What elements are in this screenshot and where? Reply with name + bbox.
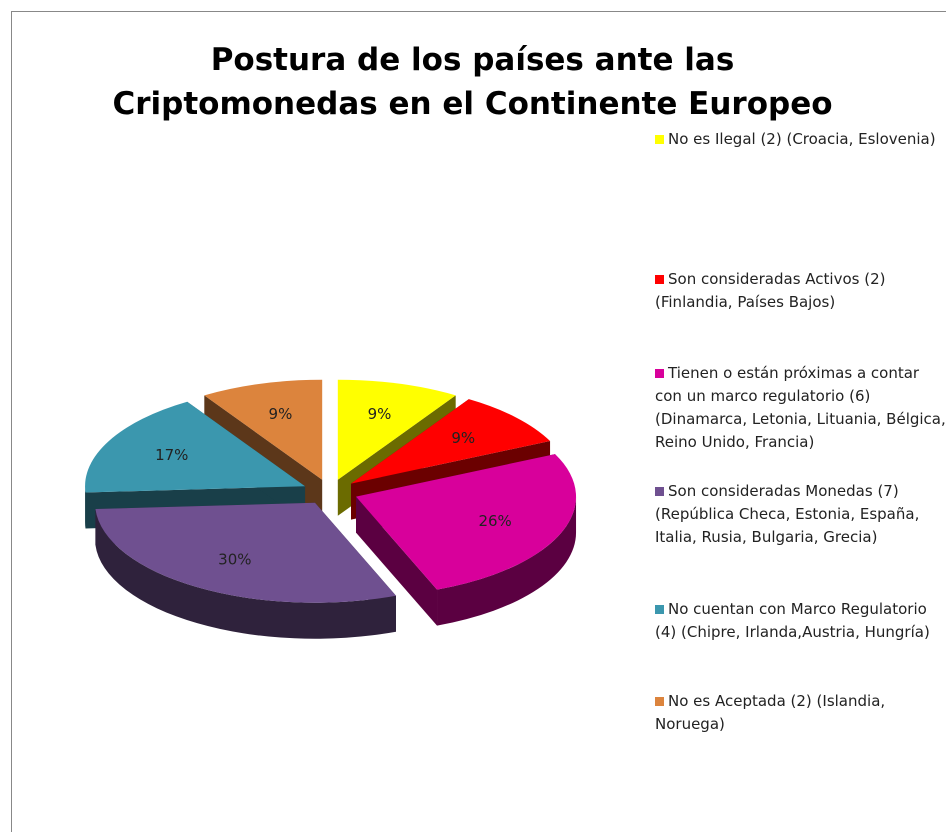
legend-item: No es Aceptada (2) (Islandia, Noruega) — [655, 690, 946, 736]
legend-swatch — [655, 605, 664, 614]
data-label: 17% — [155, 446, 188, 464]
legend-label: No es Ilegal (2) (Croacia, Eslovenia) — [668, 130, 936, 148]
legend-swatch — [655, 487, 664, 496]
legend-swatch — [655, 275, 664, 284]
legend-swatch — [655, 697, 664, 706]
legend-label: Tienen o están próximas a contar con un … — [655, 364, 946, 451]
legend-label: No es Aceptada (2) (Islandia, Noruega) — [655, 692, 885, 733]
data-label: 30% — [218, 551, 251, 569]
legend-item: Tienen o están próximas a contar con un … — [655, 362, 946, 454]
legend-label: Son consideradas Activos (2) (Finlandia,… — [655, 270, 885, 311]
legend-item: Son consideradas Monedas (7) (República … — [655, 480, 946, 549]
legend-label: Son consideradas Monedas (7) (República … — [655, 482, 919, 546]
data-label: 9% — [269, 405, 293, 423]
data-label: 9% — [451, 429, 475, 447]
legend-swatch — [655, 135, 664, 144]
legend-item: No es Ilegal (2) (Croacia, Eslovenia) — [655, 128, 946, 151]
data-label: 26% — [478, 512, 511, 530]
legend-item: Son consideradas Activos (2) (Finlandia,… — [655, 268, 946, 314]
legend-item: No cuentan con Marco Regulatorio (4) (Ch… — [655, 598, 946, 644]
legend-swatch — [655, 369, 664, 378]
legend-label: No cuentan con Marco Regulatorio (4) (Ch… — [655, 600, 930, 641]
data-label: 9% — [368, 405, 392, 423]
